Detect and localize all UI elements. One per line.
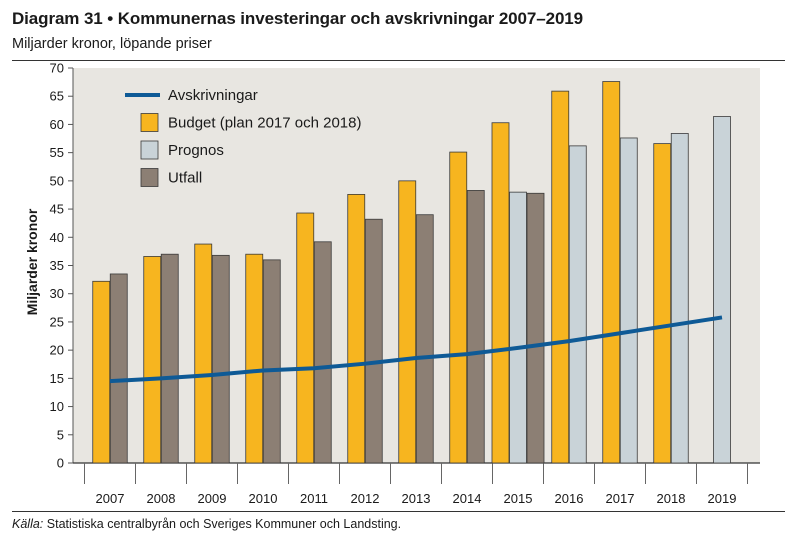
bar-prognos-2016 (568, 145, 587, 464)
x-tick-label-2013: 2013 (402, 491, 431, 506)
bar-utfall-2015 (526, 192, 545, 464)
chart-title: Diagram 31 • Kommunernas investeringar o… (12, 9, 584, 28)
x-tick-label-2018: 2018 (657, 491, 686, 506)
bar-budget-2016 (551, 90, 570, 464)
source-label: Källa: (12, 517, 44, 531)
y-tick-label-50: 50 (50, 173, 64, 188)
bar-budget-2018 (653, 143, 672, 464)
y-tick-label-15: 15 (50, 371, 64, 386)
bar-prognos-2015 (509, 191, 527, 464)
source-note: Källa: Statistiska centralbyrån och Sver… (12, 517, 401, 531)
x-tick-label-2017: 2017 (606, 491, 635, 506)
bar-budget-2010 (245, 253, 264, 464)
bar-utfall-2012 (364, 218, 383, 464)
bar-utfall-2014 (466, 190, 485, 464)
y-tick-label-60: 60 (50, 117, 64, 132)
bar-budget-2007 (92, 280, 111, 464)
top-divider (12, 60, 785, 61)
y-tick-label-45: 45 (50, 202, 64, 217)
x-tick-label-2014: 2014 (453, 491, 482, 506)
legend-label-utfall: Utfall (168, 170, 202, 187)
legend-swatch-prognos (140, 140, 159, 160)
legend-label-prognos: Prognos (168, 142, 224, 159)
y-tick-label-40: 40 (50, 230, 64, 245)
x-tick-label-2012: 2012 (351, 491, 380, 506)
bar-utfall-2008 (160, 253, 179, 464)
y-axis-label: Miljarder kronor (24, 208, 40, 315)
y-tick-label-35: 35 (50, 258, 64, 273)
bottom-divider (12, 511, 785, 512)
y-tick-label-65: 65 (50, 89, 64, 104)
y-tick-label-70: 70 (50, 61, 64, 76)
bar-budget-2013 (398, 180, 417, 464)
bar-prognos-2018 (670, 133, 689, 464)
bar-budget-2015 (491, 122, 510, 464)
bar-utfall-2013 (415, 214, 434, 464)
bar-prognos-2019 (713, 116, 731, 464)
y-tick-label-25: 25 (50, 314, 64, 329)
y-tick-label-0: 0 (57, 456, 64, 471)
legend-label-budget: Budget (plan 2017 och 2018) (168, 115, 361, 132)
line-avskrivningar (109, 315, 723, 384)
x-tick-label-2010: 2010 (249, 491, 278, 506)
bar-utfall-2009 (211, 254, 230, 464)
bar-utfall-2010 (262, 259, 281, 464)
bar-budget-2012 (347, 193, 366, 464)
x-tick-label-2009: 2009 (198, 491, 227, 506)
bar-budget-2009 (194, 243, 213, 464)
x-tick-label-2011: 2011 (300, 491, 328, 506)
legend-swatch-budget (140, 113, 159, 132)
y-tick-label-10: 10 (50, 399, 64, 414)
bar-prognos-2017 (619, 137, 638, 464)
bar-utfall-2007 (109, 273, 128, 464)
chart-subtitle: Miljarder kronor, löpande priser (12, 36, 212, 52)
source-text: Statistiska centralbyrån och Sveriges Ko… (43, 517, 402, 531)
x-tick-label-2015: 2015 (504, 491, 533, 506)
bar-budget-2014 (449, 151, 468, 464)
x-tick-label-2019: 2019 (708, 491, 737, 506)
y-tick-label-55: 55 (50, 145, 64, 160)
bar-utfall-2011 (313, 241, 332, 464)
y-tick-label-5: 5 (57, 427, 64, 442)
legend-swatch-utfall (140, 168, 159, 187)
bar-budget-2017 (602, 81, 621, 464)
x-tick-label-2008: 2008 (147, 491, 176, 506)
y-tick-label-30: 30 (50, 286, 64, 301)
y-tick-label-20: 20 (50, 343, 64, 358)
x-tick-label-2007: 2007 (96, 491, 125, 506)
legend-label-avskrivningar: Avskrivningar (168, 87, 258, 104)
bar-budget-2008 (143, 256, 162, 464)
bar-budget-2011 (296, 212, 315, 464)
x-tick-label-2016: 2016 (555, 491, 584, 506)
